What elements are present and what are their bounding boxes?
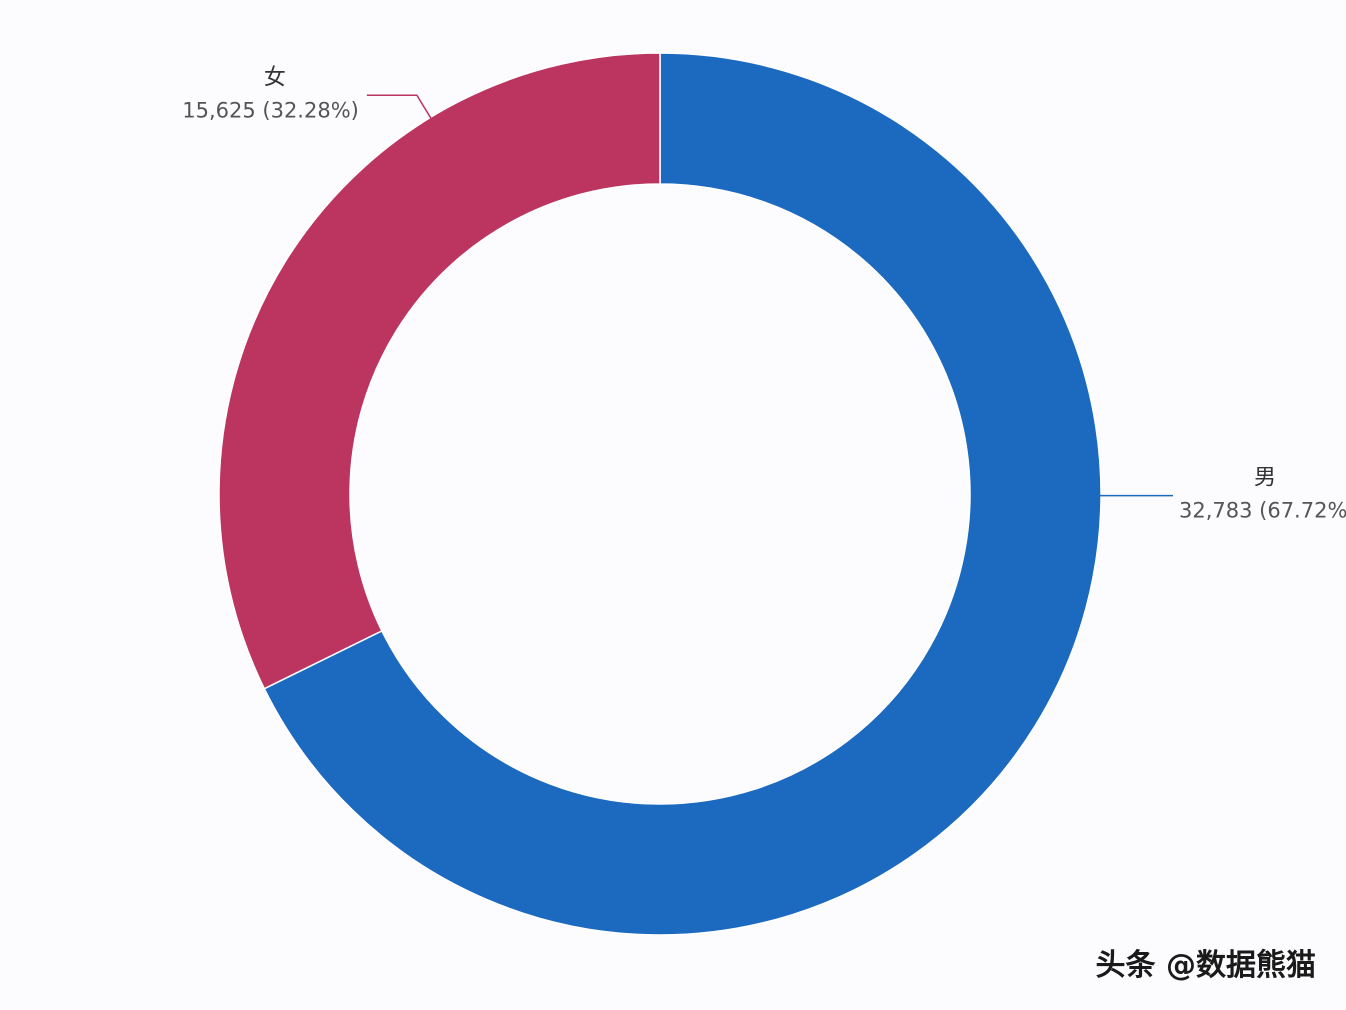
labels-group: 男 32,783 (67.72%) 女 15,625 (32.28%) [182,65,1346,522]
value-label-女: 15,625 (32.28%) [182,98,359,122]
slices-group [218,52,1102,936]
category-label-男: 男 [1254,466,1276,491]
category-label-女: 女 [264,65,286,90]
watermark-text: 头条 @数据熊猫 [1096,948,1316,983]
slice-女[interactable] [218,52,661,690]
leader-line-女 [366,94,433,120]
leader-lines-group [366,94,1173,497]
value-label-男: 32,783 (67.72%) [1179,499,1346,523]
slice-男[interactable] [263,52,1102,936]
